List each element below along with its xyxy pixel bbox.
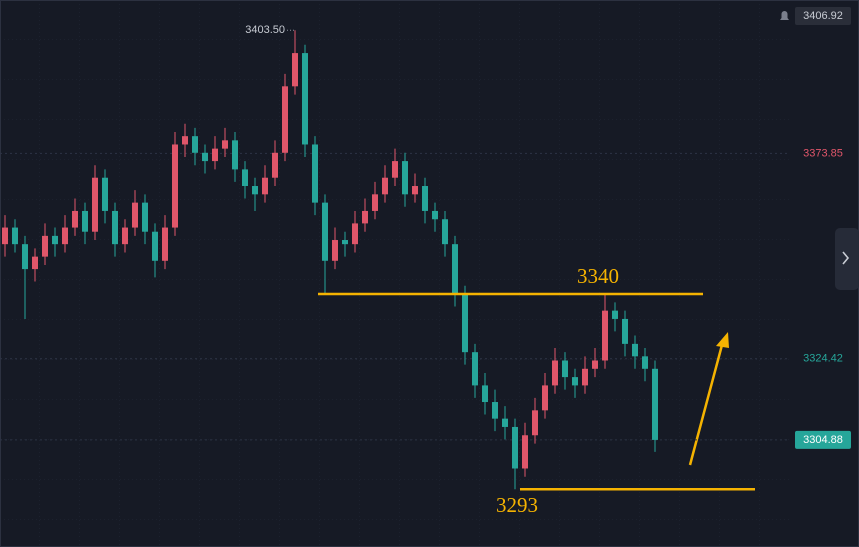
price-label-box	[795, 7, 851, 26]
candle-body	[382, 177, 388, 195]
candle-body	[222, 140, 228, 149]
candle-body	[412, 186, 418, 195]
bell-icon	[780, 11, 789, 21]
candle-body	[302, 53, 308, 145]
candle-body	[42, 235, 48, 257]
candle-body	[172, 144, 178, 228]
candle-body	[142, 202, 148, 232]
arrow-shaft	[688, 344, 724, 466]
price-label-box	[795, 430, 851, 449]
candle-body	[52, 235, 58, 245]
candle-body	[82, 210, 88, 232]
candle-body	[102, 177, 108, 211]
candle-body	[232, 140, 238, 170]
candle-body	[132, 202, 138, 228]
candle-body	[612, 310, 618, 319]
candle-body	[202, 152, 208, 162]
candle-body	[422, 186, 428, 211]
candle-body	[552, 360, 558, 386]
candle-body	[252, 186, 258, 195]
candle-body	[352, 223, 358, 245]
candle-body	[482, 385, 488, 403]
candle-body	[592, 360, 598, 369]
candle-body	[572, 377, 578, 386]
candle-body	[262, 177, 268, 195]
y-tick-label: 3324.42	[803, 353, 843, 365]
candle-body	[112, 210, 118, 245]
candle-body	[522, 435, 528, 469]
candle-body	[282, 86, 288, 153]
candle-body	[162, 227, 168, 261]
y-tick-label: 3304.88	[803, 434, 843, 446]
candle-body	[562, 360, 568, 378]
grid-background	[0, 0, 790, 547]
candle-body	[2, 227, 8, 245]
candle-body	[642, 356, 648, 369]
candle-body	[362, 210, 368, 224]
candle-body	[72, 210, 78, 228]
candle-body	[152, 231, 158, 261]
candle-body	[622, 318, 628, 344]
candle-body	[62, 227, 68, 245]
y-tick-label: 3406.92	[803, 10, 843, 22]
candle-body	[212, 148, 218, 162]
candle-body	[182, 136, 188, 145]
candle-body	[22, 244, 28, 270]
chevron-icon[interactable]	[842, 251, 850, 265]
arrow-head	[716, 332, 729, 348]
candle-body	[432, 210, 438, 220]
candle-body	[12, 227, 18, 245]
candle-body	[122, 227, 128, 245]
candle-body	[242, 169, 248, 187]
level-label: 3293	[496, 493, 538, 517]
candle-body	[502, 418, 508, 427]
candle-body	[292, 53, 298, 87]
candle-body	[332, 240, 338, 261]
candle-body	[312, 144, 318, 203]
candle-body	[632, 343, 638, 357]
candle-body	[602, 310, 608, 361]
candle-body	[542, 385, 548, 411]
candle-body	[452, 244, 458, 295]
candle-body	[492, 402, 498, 419]
candle-body	[392, 161, 398, 178]
candle-body	[532, 410, 538, 436]
candle-body	[92, 177, 98, 232]
candle-body	[582, 368, 588, 386]
candle-body	[462, 294, 468, 353]
candle-body	[272, 152, 278, 178]
candle-body	[652, 368, 658, 440]
candle-body	[442, 219, 448, 245]
collapse-button[interactable]	[835, 228, 859, 290]
candle-body	[322, 202, 328, 261]
candle-body	[32, 256, 38, 270]
y-tick-label: 3373.85	[803, 147, 843, 159]
candle-body	[342, 240, 348, 245]
candle-body	[472, 352, 478, 386]
candle-body	[512, 426, 518, 469]
candle-body	[372, 194, 378, 211]
level-label: 3340	[577, 264, 619, 288]
candle-body	[402, 161, 408, 195]
high-label: 3403.50	[245, 24, 285, 36]
candle-body	[192, 136, 198, 153]
